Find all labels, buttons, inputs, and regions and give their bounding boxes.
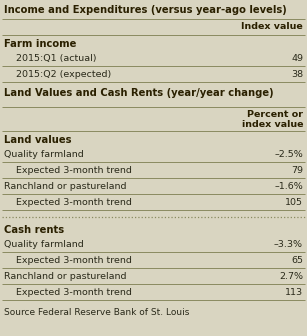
Text: Expected 3-month trend: Expected 3-month trend <box>16 166 132 175</box>
Text: Cash rents: Cash rents <box>4 225 64 235</box>
Text: 105: 105 <box>285 198 303 207</box>
Text: –1.6%: –1.6% <box>274 182 303 191</box>
Text: 65: 65 <box>291 256 303 265</box>
Text: 38: 38 <box>291 70 303 79</box>
Text: –2.5%: –2.5% <box>274 150 303 159</box>
Text: 79: 79 <box>291 166 303 175</box>
Text: –3.3%: –3.3% <box>274 240 303 249</box>
Text: Source Federal Reserve Bank of St. Louis: Source Federal Reserve Bank of St. Louis <box>4 308 189 317</box>
Text: Land values: Land values <box>4 135 72 145</box>
Text: Ranchland or pastureland: Ranchland or pastureland <box>4 272 126 281</box>
Text: 2015:Q1 (actual): 2015:Q1 (actual) <box>16 54 96 63</box>
Text: index value: index value <box>242 120 303 129</box>
Text: Income and Expenditures (versus year-ago levels): Income and Expenditures (versus year-ago… <box>4 5 287 15</box>
Text: Index value: Index value <box>241 22 303 31</box>
Text: 49: 49 <box>291 54 303 63</box>
Text: Quality farmland: Quality farmland <box>4 150 84 159</box>
Text: Expected 3-month trend: Expected 3-month trend <box>16 256 132 265</box>
Text: Expected 3-month trend: Expected 3-month trend <box>16 288 132 297</box>
Text: 2.7%: 2.7% <box>279 272 303 281</box>
Text: Farm income: Farm income <box>4 39 76 49</box>
Text: Ranchland or pastureland: Ranchland or pastureland <box>4 182 126 191</box>
Text: 2015:Q2 (expected): 2015:Q2 (expected) <box>16 70 111 79</box>
Text: Percent or: Percent or <box>247 110 303 119</box>
Text: Land Values and Cash Rents (year/year change): Land Values and Cash Rents (year/year ch… <box>4 88 274 98</box>
Text: 113: 113 <box>285 288 303 297</box>
Text: Expected 3-month trend: Expected 3-month trend <box>16 198 132 207</box>
Text: Quality farmland: Quality farmland <box>4 240 84 249</box>
